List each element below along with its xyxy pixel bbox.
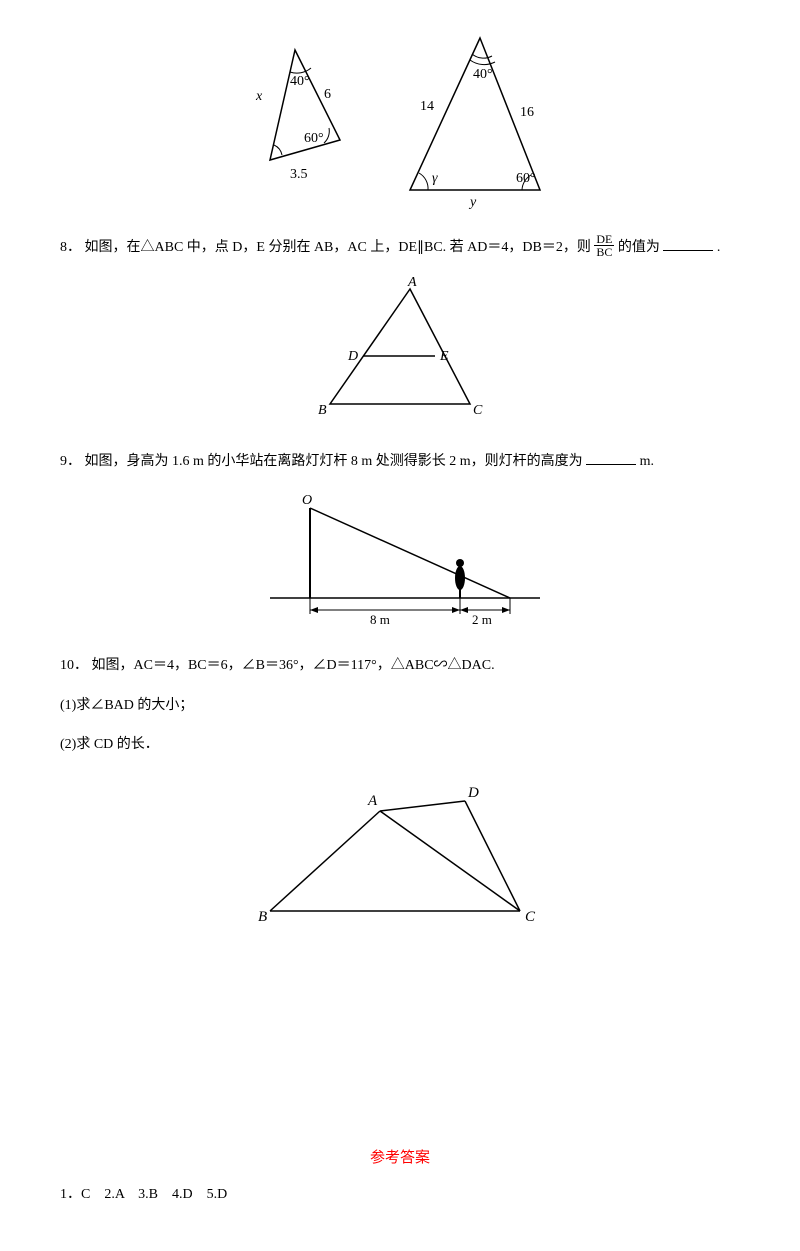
q9-text-a: 如图，身高为 1.6 m 的小华站在离路灯灯杆 8 m 处测得影长 2 m，则灯… bbox=[85, 454, 583, 469]
tri-right-angle-60: 60° bbox=[516, 171, 536, 186]
tri-left-3-5: 3.5 bbox=[290, 167, 308, 182]
answers-line1: 1．C 2.A 3.B 4.D 5.D bbox=[60, 1183, 740, 1203]
figure-8: A B C D E bbox=[60, 274, 740, 429]
q8-label-D: D bbox=[347, 349, 358, 364]
question-9: 9． 如图，身高为 1.6 m 的小华站在离路灯灯杆 8 m 处测得影长 2 m… bbox=[60, 449, 740, 474]
triangle-right: 40° 60° 14 16 γ y bbox=[410, 38, 540, 210]
q8-fraction: DE BC bbox=[594, 233, 614, 258]
q8-number: 8． bbox=[60, 240, 81, 255]
q8-triangle-svg: A B C D E bbox=[290, 274, 510, 424]
question-10: 10． 如图，AC＝4，BC＝6，∠B＝36°，∠D＝117°，△ABC∽△DA… bbox=[60, 653, 740, 678]
figure-10: B C A D bbox=[60, 771, 740, 946]
tri-right-14: 14 bbox=[420, 99, 434, 114]
q10-line1: 如图，AC＝4，BC＝6，∠B＝36°，∠D＝117°，△ABC∽△DAC. bbox=[92, 658, 495, 673]
question-10-part2: (2)求 CD 的长． bbox=[60, 732, 740, 757]
q8-blank bbox=[663, 236, 713, 251]
q8-label-C: C bbox=[473, 403, 483, 418]
tri-left-angle-top: 40° bbox=[290, 74, 310, 89]
q8-label-A: A bbox=[407, 275, 417, 290]
tri-right-angle-top: 40° bbox=[473, 67, 493, 82]
q9-text-b: m. bbox=[640, 454, 654, 469]
q9-label-2m: 2 m bbox=[472, 612, 492, 627]
q8-frac-bot: BC bbox=[594, 246, 614, 258]
q8-text-b: 的值为 bbox=[618, 240, 660, 255]
q8-label-B: B bbox=[318, 403, 327, 418]
tri-right-16: 16 bbox=[520, 105, 534, 120]
tri-right-y: y bbox=[468, 195, 477, 210]
tri-left-x: x bbox=[255, 89, 263, 104]
question-10-part1: (1)求∠BAD 的大小； bbox=[60, 693, 740, 718]
q9-label-8m: 8 m bbox=[370, 612, 390, 627]
figure-7: 40° 60° x 6 3.5 40° 60° 14 16 γ bbox=[60, 30, 740, 215]
tri-left-6: 6 bbox=[324, 87, 331, 102]
q10-label-C: C bbox=[525, 909, 536, 925]
question-8: 8． 如图，在△ABC 中，点 D，E 分别在 AB，AC 上，DE∥BC. 若… bbox=[60, 235, 740, 260]
q10-svg: B C A D bbox=[240, 771, 560, 941]
q10-number: 10． bbox=[60, 658, 88, 673]
q8-label-E: E bbox=[439, 349, 449, 364]
two-triangles-svg: 40° 60° x 6 3.5 40° 60° 14 16 γ bbox=[220, 30, 580, 210]
q8-text-a: 如图，在△ABC 中，点 D，E 分别在 AB，AC 上，DE∥BC. 若 AD… bbox=[85, 240, 591, 255]
q9-blank bbox=[586, 450, 636, 465]
q10-p2: (2)求 CD 的长． bbox=[60, 737, 159, 752]
q9-label-O: O bbox=[302, 493, 312, 508]
q10-label-D: D bbox=[467, 785, 479, 801]
q8-text-c: . bbox=[717, 240, 721, 255]
figure-9: O 8 m 2 m bbox=[60, 488, 740, 633]
triangle-left: 40° 60° x 6 3.5 bbox=[255, 50, 340, 182]
q9-lamp-svg: O 8 m 2 m bbox=[250, 488, 550, 628]
q10-label-A: A bbox=[367, 793, 378, 809]
q9-number: 9． bbox=[60, 454, 81, 469]
tri-left-angle-right: 60° bbox=[304, 131, 324, 146]
tri-right-gamma: γ bbox=[432, 171, 438, 186]
q10-p1: (1)求∠BAD 的大小； bbox=[60, 698, 193, 713]
answers-title: 参考答案 bbox=[60, 1146, 740, 1167]
q10-label-B: B bbox=[258, 909, 267, 925]
